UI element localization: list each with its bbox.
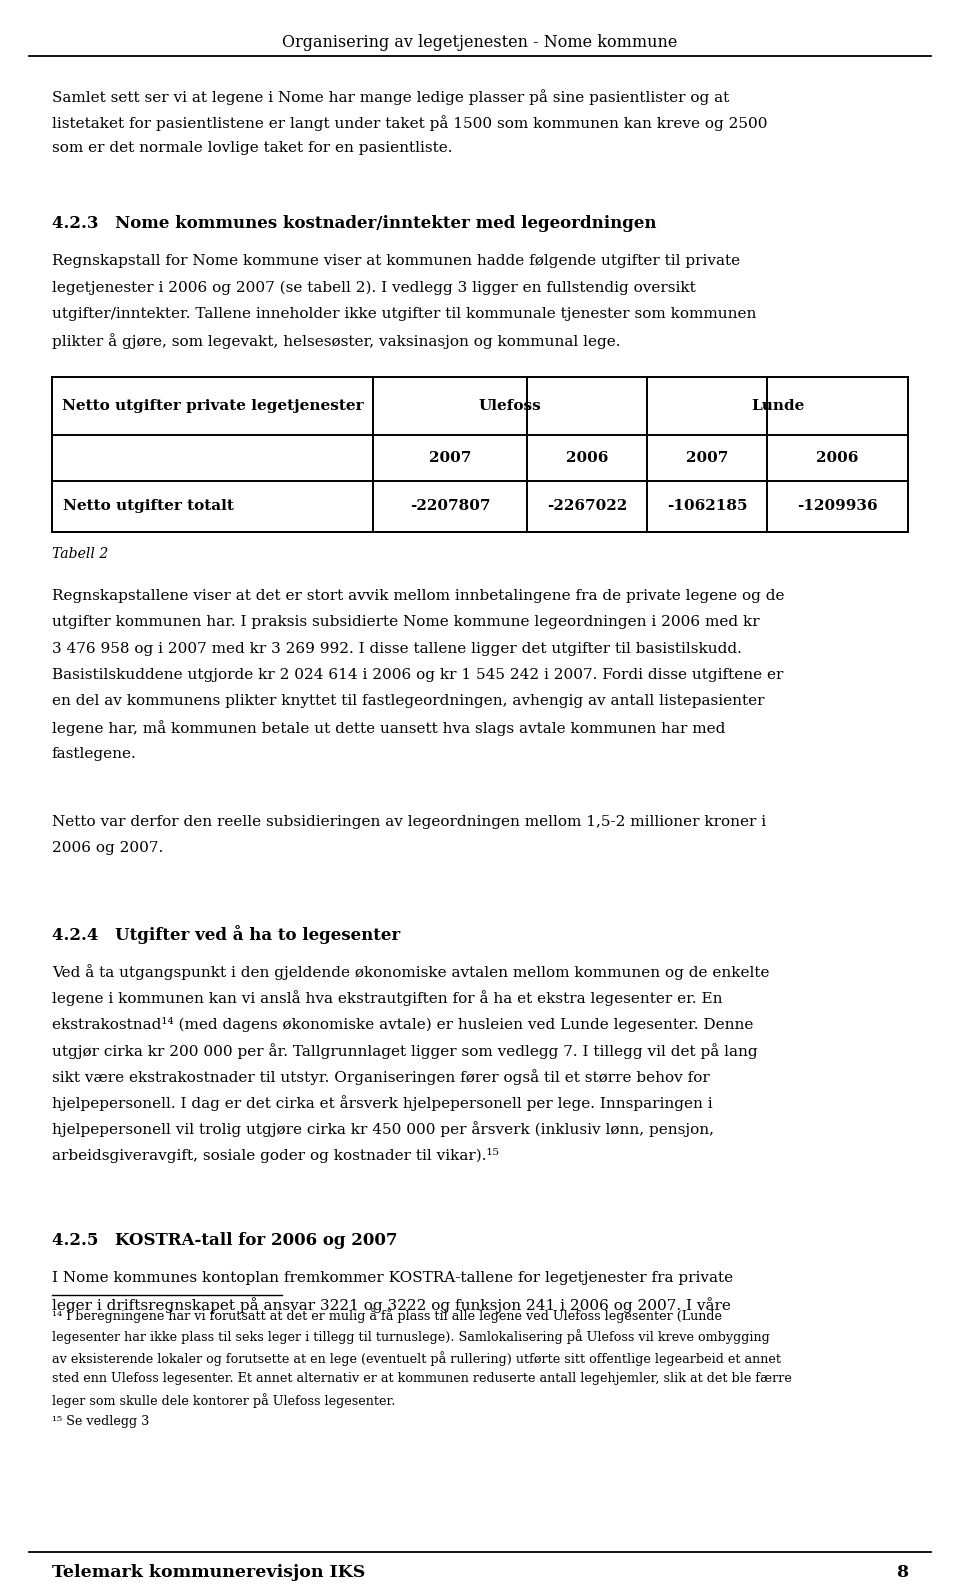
- Text: legesenter har ikke plass til seks leger i tillegg til turnuslege). Samlokaliser: legesenter har ikke plass til seks leger…: [52, 1328, 770, 1344]
- Text: 8: 8: [897, 1564, 908, 1581]
- Text: plikter å gjøre, som legevakt, helsesøster, vaksinasjon og kommunal lege.: plikter å gjøre, som legevakt, helsesøst…: [52, 332, 620, 348]
- Text: 2006 og 2007.: 2006 og 2007.: [52, 841, 163, 855]
- Text: Netto var derfor den reelle subsidieringen av legeordningen mellom 1,5-2 million: Netto var derfor den reelle subsidiering…: [52, 815, 766, 829]
- Text: hjelpepersonell vil trolig utgjøre cirka kr 450 000 per årsverk (inklusiv lønn, : hjelpepersonell vil trolig utgjøre cirka…: [52, 1122, 714, 1138]
- Text: Tabell 2: Tabell 2: [52, 547, 108, 561]
- Text: utgifter/inntekter. Tallene inneholder ikke utgifter til kommunale tjenester som: utgifter/inntekter. Tallene inneholder i…: [52, 307, 756, 321]
- Text: Telemark kommunerevisjon IKS: Telemark kommunerevisjon IKS: [52, 1564, 365, 1581]
- Text: I Nome kommunes kontoplan fremkommer KOSTRA-tallene for legetjenester fra privat: I Nome kommunes kontoplan fremkommer KOS…: [52, 1271, 733, 1286]
- Text: legetjenester i 2006 og 2007 (se tabell 2). I vedlegg 3 ligger en fullstendig ov: legetjenester i 2006 og 2007 (se tabell …: [52, 280, 696, 296]
- Text: 2007: 2007: [429, 451, 471, 464]
- Text: ¹⁴ I beregningene har vi forutsatt at det er mulig å få plass til alle legene ve: ¹⁴ I beregningene har vi forutsatt at de…: [52, 1308, 722, 1322]
- Text: leger som skulle dele kontorer på Ulefoss legesenter.: leger som skulle dele kontorer på Ulefos…: [52, 1394, 396, 1408]
- Text: 2006: 2006: [816, 451, 858, 464]
- Text: sikt være ekstrakostnader til utstyr. Organiseringen fører også til et større be: sikt være ekstrakostnader til utstyr. Or…: [52, 1069, 709, 1085]
- Text: Samlet sett ser vi at legene i Nome har mange ledige plasser på sine pasientlist: Samlet sett ser vi at legene i Nome har …: [52, 89, 729, 105]
- Text: ¹⁵ Se vedlegg 3: ¹⁵ Se vedlegg 3: [52, 1416, 149, 1429]
- Text: Netto utgifter totalt: Netto utgifter totalt: [63, 499, 234, 513]
- Text: hjelpepersonell. I dag er det cirka et årsverk hjelpepersonell per lege. Innspar: hjelpepersonell. I dag er det cirka et å…: [52, 1095, 712, 1111]
- Text: en del av kommunens plikter knyttet til fastlegeordningen, avhengig av antall li: en del av kommunens plikter knyttet til …: [52, 694, 764, 709]
- Text: 3 476 958 og i 2007 med kr 3 269 992. I disse tallene ligger det utgifter til ba: 3 476 958 og i 2007 med kr 3 269 992. I …: [52, 642, 742, 656]
- Text: 4.2.5 KOSTRA-tall for 2006 og 2007: 4.2.5 KOSTRA-tall for 2006 og 2007: [52, 1231, 397, 1249]
- Text: som er det normale lovlige taket for en pasientliste.: som er det normale lovlige taket for en …: [52, 141, 452, 156]
- Text: av eksisterende lokaler og forutsette at en lege (eventuelt på rullering) utført: av eksisterende lokaler og forutsette at…: [52, 1351, 780, 1365]
- Text: listetaket for pasientlistene er langt under taket på 1500 som kommunen kan krev: listetaket for pasientlistene er langt u…: [52, 116, 767, 130]
- Text: -1209936: -1209936: [797, 499, 877, 513]
- Text: ekstrakostnad¹⁴ (med dagens økonomiske avtale) er husleien ved Lunde legesenter.: ekstrakostnad¹⁴ (med dagens økonomiske a…: [52, 1017, 754, 1031]
- Text: Organisering av legetjenesten - Nome kommune: Organisering av legetjenesten - Nome kom…: [282, 33, 678, 51]
- Text: utgifter kommunen har. I praksis subsidierte Nome kommune legeordningen i 2006 m: utgifter kommunen har. I praksis subsidi…: [52, 615, 759, 629]
- Text: fastlegene.: fastlegene.: [52, 747, 136, 761]
- Text: Lunde: Lunde: [751, 399, 804, 413]
- Text: -2267022: -2267022: [547, 499, 627, 513]
- Text: Basistilskuddene utgjorde kr 2 024 614 i 2006 og kr 1 545 242 i 2007. Fordi diss: Basistilskuddene utgjorde kr 2 024 614 i…: [52, 667, 783, 682]
- Text: arbeidsgiveravgift, sosiale goder og kostnader til vikar).¹⁵: arbeidsgiveravgift, sosiale goder og kos…: [52, 1147, 498, 1163]
- Text: 2006: 2006: [565, 451, 609, 464]
- Text: 4.2.4 Utgifter ved å ha to legesenter: 4.2.4 Utgifter ved å ha to legesenter: [52, 925, 400, 944]
- Text: 4.2.3 Nome kommunes kostnader/inntekter med legeordningen: 4.2.3 Nome kommunes kostnader/inntekter …: [52, 215, 657, 232]
- Text: Regnskapstallene viser at det er stort avvik mellom innbetalingene fra de privat: Regnskapstallene viser at det er stort a…: [52, 590, 784, 604]
- Text: 2007: 2007: [685, 451, 728, 464]
- Text: sted enn Ulefoss legesenter. Et annet alternativ er at kommunen reduserte antall: sted enn Ulefoss legesenter. Et annet al…: [52, 1373, 792, 1386]
- Text: legene i kommunen kan vi anslå hva ekstrautgiften for å ha et ekstra legesenter : legene i kommunen kan vi anslå hva ekstr…: [52, 990, 722, 1006]
- Text: -1062185: -1062185: [666, 499, 747, 513]
- Text: leger i driftsregnskapet på ansvar 3221 og 3222 og funksjon 241 i 2006 og 2007. : leger i driftsregnskapet på ansvar 3221 …: [52, 1297, 731, 1313]
- Text: utgjør cirka kr 200 000 per år. Tallgrunnlaget ligger som vedlegg 7. I tillegg v: utgjør cirka kr 200 000 per år. Tallgrun…: [52, 1042, 757, 1058]
- Text: Ved å ta utgangspunkt i den gjeldende økonomiske avtalen mellom kommunen og de e: Ved å ta utgangspunkt i den gjeldende øk…: [52, 965, 769, 980]
- Text: legene har, må kommunen betale ut dette uansett hva slags avtale kommunen har me: legene har, må kommunen betale ut dette …: [52, 720, 725, 736]
- Text: Ulefoss: Ulefoss: [479, 399, 541, 413]
- Text: Regnskapstall for Nome kommune viser at kommunen hadde følgende utgifter til pri: Regnskapstall for Nome kommune viser at …: [52, 254, 740, 269]
- Text: Netto utgifter private legetjenester: Netto utgifter private legetjenester: [61, 399, 363, 413]
- Text: -2207807: -2207807: [410, 499, 491, 513]
